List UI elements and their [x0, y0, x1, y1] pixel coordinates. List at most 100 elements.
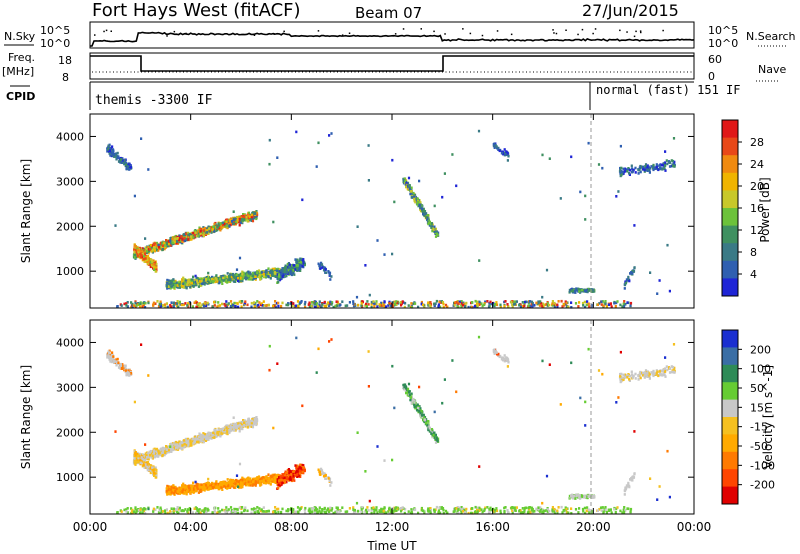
power-cell [250, 301, 253, 305]
power-cell [217, 224, 220, 227]
power-cell [247, 216, 250, 220]
power-cell [294, 265, 297, 268]
power-colorbar-cell [722, 155, 738, 174]
power-cell [224, 276, 227, 279]
nsky-dot [317, 30, 320, 32]
power-cell [141, 305, 144, 308]
power-cell [311, 301, 314, 304]
power-cell [315, 165, 318, 168]
power-cell [433, 302, 436, 306]
power-cell [623, 170, 626, 173]
velocity-cell [176, 443, 179, 446]
power-cell [299, 301, 302, 304]
power-cell [658, 279, 661, 282]
power-cell [268, 272, 271, 276]
power-cell [302, 258, 305, 261]
power-cell [335, 300, 338, 303]
power-cell [529, 304, 532, 308]
power-cell [354, 304, 357, 307]
power-cell [197, 234, 200, 238]
power-cell [436, 233, 439, 237]
velocity-cell [247, 422, 250, 426]
power-cell [173, 238, 176, 242]
nsky-dot [394, 33, 397, 35]
power-cell [178, 300, 181, 304]
nsky-dot [103, 30, 105, 33]
velocity-cell [181, 444, 184, 447]
nsky-dot [105, 29, 108, 32]
power-cell [621, 305, 624, 308]
power-cell [592, 288, 595, 292]
velocity-cell [159, 453, 162, 457]
velocity-cell [214, 432, 217, 435]
power-cell [182, 276, 185, 280]
power-cell [277, 273, 281, 276]
nave-tick-bot: 0 [708, 70, 715, 83]
power-cell [289, 269, 292, 273]
power-cell [237, 216, 240, 219]
nsky-dot [635, 30, 637, 33]
velocity-cell [144, 457, 147, 460]
power-cell [664, 164, 667, 167]
velocity-cell [244, 425, 247, 428]
power-colorbar-tick-label: 16 [750, 202, 764, 215]
power-cell [421, 207, 424, 211]
nsearch-tick-top: 10^5 [708, 24, 738, 37]
power-cell [165, 239, 168, 242]
power-cell [255, 210, 258, 213]
power-cell [623, 287, 626, 290]
power-cell [289, 302, 292, 305]
velocity-cell [247, 417, 250, 421]
power-cell [288, 263, 291, 267]
power-cell [609, 302, 612, 306]
power-cell [199, 232, 202, 236]
velocity-cell [205, 435, 208, 438]
power-cell [427, 214, 430, 217]
velocity-cell [232, 426, 236, 430]
nsky-dot [462, 28, 464, 30]
power-cell [139, 255, 142, 259]
power-cell [236, 219, 239, 222]
power-cell [242, 271, 245, 275]
power-cell [241, 277, 244, 281]
power-cell [238, 217, 241, 221]
power-cell [671, 164, 674, 168]
power-cell [296, 267, 299, 270]
power-cell [464, 305, 467, 308]
power-cell [296, 258, 299, 262]
velocity-cell [196, 440, 199, 444]
power-cell [109, 154, 112, 157]
velocity-cell [256, 419, 259, 423]
power-cell [535, 301, 538, 305]
power-cell [112, 153, 115, 156]
power-cell [196, 234, 199, 238]
nsky-dot [565, 29, 567, 31]
power-cell [268, 138, 271, 142]
power-cell [187, 278, 190, 282]
power-cell [228, 275, 231, 278]
power-cell [184, 284, 187, 287]
power-cell [553, 305, 556, 308]
power-cell [254, 212, 257, 215]
power-cell [169, 304, 172, 307]
power-cell [414, 302, 417, 305]
velocity-cell [154, 448, 157, 451]
velocity-cell [186, 437, 189, 441]
power-cell [433, 303, 436, 307]
power-cell [248, 275, 251, 278]
power-cell [474, 299, 477, 303]
nsky-dot [273, 33, 275, 35]
power-cell [190, 238, 193, 241]
power-cell [155, 266, 158, 269]
power-cell [285, 271, 288, 274]
power-cell [172, 301, 175, 305]
velocity-cell [171, 442, 174, 445]
power-cell [199, 282, 202, 285]
power-cell [634, 166, 637, 170]
power-cell [666, 162, 669, 166]
power-cell [154, 302, 157, 305]
power-cell [138, 254, 141, 258]
power-cell [361, 300, 364, 303]
power-cell [500, 151, 503, 155]
power-cell [410, 186, 413, 190]
